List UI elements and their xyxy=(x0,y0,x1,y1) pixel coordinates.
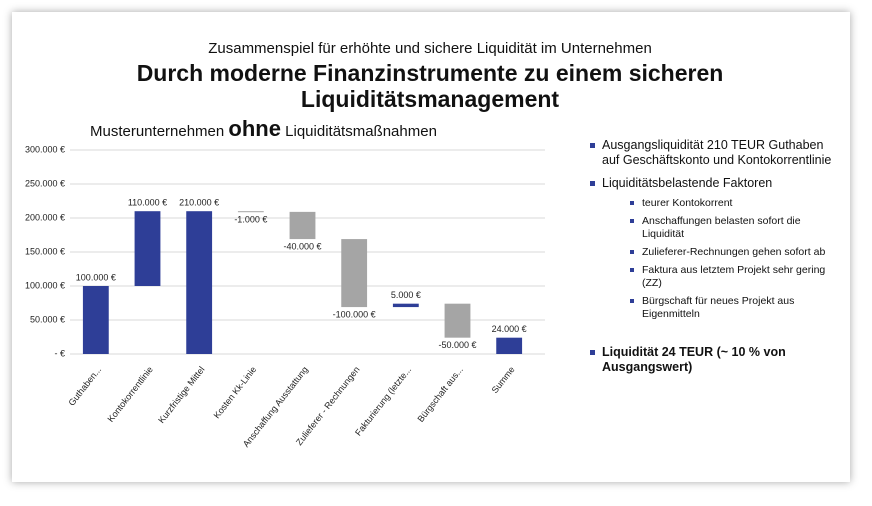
heading-part: Liquiditätsmaßnahmen xyxy=(285,123,437,140)
chart-heading: Musterunternehmen ohne Liquiditätsmaßnah… xyxy=(90,116,437,142)
bullets: Ausgangsliquidität 210 TEUR Guthaben auf… xyxy=(590,138,840,375)
bar xyxy=(186,211,213,354)
bar xyxy=(496,337,523,354)
sub-bullet: Faktura aus letztem Projekt sehr gering … xyxy=(630,264,840,290)
y-tick-label: 50.000 € xyxy=(30,314,65,324)
sub-bullet: Zulieferer-Rechnungen gehen sofort ab xyxy=(630,246,840,259)
value-label: 210.000 € xyxy=(179,198,219,208)
bullet: Liquiditätsbelastende Faktoren teurer Ko… xyxy=(590,176,840,321)
y-tick-label: 250.000 € xyxy=(25,178,65,188)
y-tick-label: 150.000 € xyxy=(25,246,65,256)
y-tick-label: - € xyxy=(54,348,65,358)
bar xyxy=(237,211,264,213)
bullet: Ausgangsliquidität 210 TEUR Guthaben auf… xyxy=(590,138,840,168)
supertitle: Zusammenspiel für erhöhte und sichere Li… xyxy=(208,40,652,57)
x-tick-label: Kurzfristige Mittel xyxy=(156,365,206,426)
sub-bullet: Anschaffungen belasten sofort die Liquid… xyxy=(630,215,840,241)
bar xyxy=(134,211,161,286)
x-tick-label: Bürgschaft aus... xyxy=(415,365,464,424)
y-tick-label: 200.000 € xyxy=(25,212,65,222)
bar xyxy=(82,286,109,354)
bullet-list: Ausgangsliquidität 210 TEUR Guthaben auf… xyxy=(590,138,840,383)
bullet-text: Liquiditätsbelastende Faktoren xyxy=(602,176,773,190)
sub-bullets: teurer Kontokorrent Anschaffungen belast… xyxy=(602,197,840,321)
heading-part: Musterunternehmen xyxy=(90,123,225,140)
value-label: -40.000 € xyxy=(283,241,321,251)
y-tick-label: 100.000 € xyxy=(25,280,65,290)
value-label: 5.000 € xyxy=(391,290,421,300)
value-label: 110.000 € xyxy=(128,198,167,208)
sub-bullet: Bürgschaft für neues Projekt aus Eigenmi… xyxy=(630,295,840,321)
y-tick-label: 300.000 € xyxy=(25,144,65,154)
value-label: -1.000 € xyxy=(234,214,267,224)
value-label: -50.000 € xyxy=(438,340,476,350)
value-label: -100.000 € xyxy=(333,309,376,319)
bullet: Liquidität 24 TEUR (~ 10 % von Ausgangsw… xyxy=(590,345,840,375)
heading-emphasis: ohne xyxy=(228,116,281,141)
value-label: 24.000 € xyxy=(492,324,527,334)
x-tick-label: Kontokorrentlinie xyxy=(105,365,154,424)
x-tick-label: Summe xyxy=(490,365,517,396)
title: Durch moderne Finanzinstrumente zu einem… xyxy=(136,60,724,112)
value-label: 100.000 € xyxy=(76,272,116,282)
x-tick-label: Fakturierung (letzte... xyxy=(353,365,413,438)
bar xyxy=(289,211,316,240)
x-tick-label: Kosten Kk-Linie xyxy=(212,365,259,421)
bar xyxy=(444,303,471,338)
x-tick-label: Guthaben... xyxy=(66,365,103,408)
bar xyxy=(392,303,419,308)
bar xyxy=(341,239,368,308)
sub-bullet: teurer Kontokorrent xyxy=(630,197,840,210)
